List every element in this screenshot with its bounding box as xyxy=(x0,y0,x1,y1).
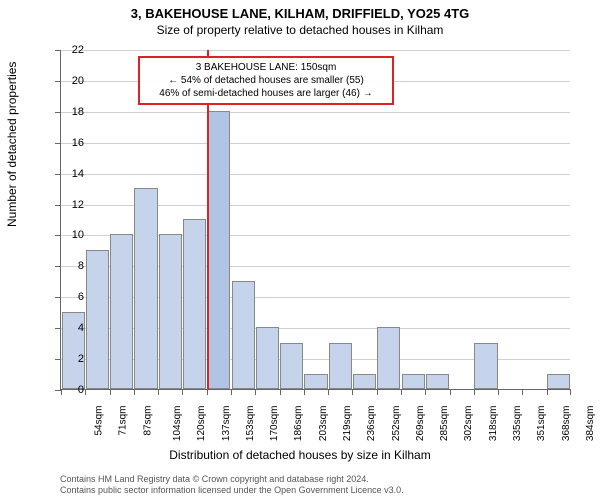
y-tick-label: 2 xyxy=(54,353,84,365)
y-tick-label: 18 xyxy=(54,106,84,118)
histogram-bar xyxy=(402,374,425,389)
x-tick xyxy=(352,389,353,395)
x-tick xyxy=(304,389,305,395)
histogram-bar xyxy=(280,343,303,389)
x-tick-label: 335sqm xyxy=(512,406,523,442)
x-tick xyxy=(328,389,329,395)
y-axis-title: Number of detached properties xyxy=(5,62,19,227)
x-tick xyxy=(498,389,499,395)
x-tick-label: 285sqm xyxy=(439,406,450,442)
histogram-bar xyxy=(232,281,255,389)
annotation-line: 3 BAKEHOUSE LANE: 150sqm xyxy=(146,61,386,74)
grid-line xyxy=(61,174,570,175)
x-tick xyxy=(255,389,256,395)
y-tick-label: 6 xyxy=(54,291,84,303)
x-tick-label: 170sqm xyxy=(269,406,280,442)
y-tick-label: 16 xyxy=(54,137,84,149)
grid-line xyxy=(61,112,570,113)
x-tick xyxy=(401,389,402,395)
x-tick xyxy=(182,389,183,395)
x-tick xyxy=(158,389,159,395)
histogram-bar xyxy=(304,374,327,389)
histogram-bar xyxy=(329,343,352,389)
histogram-bar xyxy=(86,250,109,389)
x-tick-label: 203sqm xyxy=(318,406,329,442)
x-tick xyxy=(450,389,451,395)
x-tick-label: 384sqm xyxy=(585,406,596,442)
grid-line xyxy=(61,50,570,51)
y-tick-label: 4 xyxy=(54,322,84,334)
annotation-line: ← 54% of detached houses are smaller (55… xyxy=(146,74,386,87)
x-tick xyxy=(547,389,548,395)
x-tick xyxy=(134,389,135,395)
y-tick-label: 14 xyxy=(54,168,84,180)
x-tick-label: 318sqm xyxy=(488,406,499,442)
histogram-bar xyxy=(256,327,279,389)
x-tick-label: 87sqm xyxy=(142,406,153,436)
annotation-line: 46% of semi-detached houses are larger (… xyxy=(146,87,386,100)
grid-line xyxy=(61,143,570,144)
x-tick-label: 153sqm xyxy=(245,406,256,442)
x-tick-label: 302sqm xyxy=(464,406,475,442)
y-tick-label: 10 xyxy=(54,229,84,241)
histogram-bar xyxy=(426,374,449,389)
x-tick xyxy=(377,389,378,395)
histogram-bar xyxy=(207,111,230,389)
histogram-bar xyxy=(134,188,157,389)
footer-line-2: Contains public sector information licen… xyxy=(60,485,404,496)
y-tick-label: 12 xyxy=(54,199,84,211)
histogram-bar xyxy=(377,327,400,389)
x-tick-label: 54sqm xyxy=(94,406,105,436)
y-tick-label: 0 xyxy=(54,384,84,396)
histogram-bar xyxy=(110,234,133,389)
x-tick-label: 219sqm xyxy=(342,406,353,442)
histogram-bar xyxy=(183,219,206,389)
x-tick xyxy=(231,389,232,395)
x-tick-label: 120sqm xyxy=(196,406,207,442)
y-tick-label: 22 xyxy=(54,44,84,56)
x-tick xyxy=(474,389,475,395)
y-tick-label: 8 xyxy=(54,260,84,272)
histogram-bar xyxy=(353,374,376,389)
x-tick xyxy=(110,389,111,395)
x-tick-label: 351sqm xyxy=(536,406,547,442)
x-tick-label: 104sqm xyxy=(172,406,183,442)
chart-title-main: 3, BAKEHOUSE LANE, KILHAM, DRIFFIELD, YO… xyxy=(0,0,600,21)
x-axis-title: Distribution of detached houses by size … xyxy=(0,448,600,462)
x-tick-label: 71sqm xyxy=(118,406,129,436)
x-tick xyxy=(522,389,523,395)
x-tick-label: 269sqm xyxy=(415,406,426,442)
x-tick-label: 236sqm xyxy=(366,406,377,442)
x-tick xyxy=(280,389,281,395)
footer-line-1: Contains HM Land Registry data © Crown c… xyxy=(60,474,404,485)
x-tick-label: 137sqm xyxy=(221,406,232,442)
y-tick-label: 20 xyxy=(54,75,84,87)
chart-title-sub: Size of property relative to detached ho… xyxy=(0,21,600,37)
x-tick-label: 252sqm xyxy=(391,406,402,442)
annotation-box: 3 BAKEHOUSE LANE: 150sqm← 54% of detache… xyxy=(138,56,394,105)
x-tick-label: 368sqm xyxy=(561,406,572,442)
histogram-bar xyxy=(474,343,497,389)
histogram-bar xyxy=(547,374,570,389)
histogram-bar xyxy=(159,234,182,389)
x-tick-label: 186sqm xyxy=(294,406,305,442)
x-tick xyxy=(425,389,426,395)
x-tick xyxy=(85,389,86,395)
footer-attribution: Contains HM Land Registry data © Crown c… xyxy=(60,474,404,496)
x-tick xyxy=(570,389,571,395)
